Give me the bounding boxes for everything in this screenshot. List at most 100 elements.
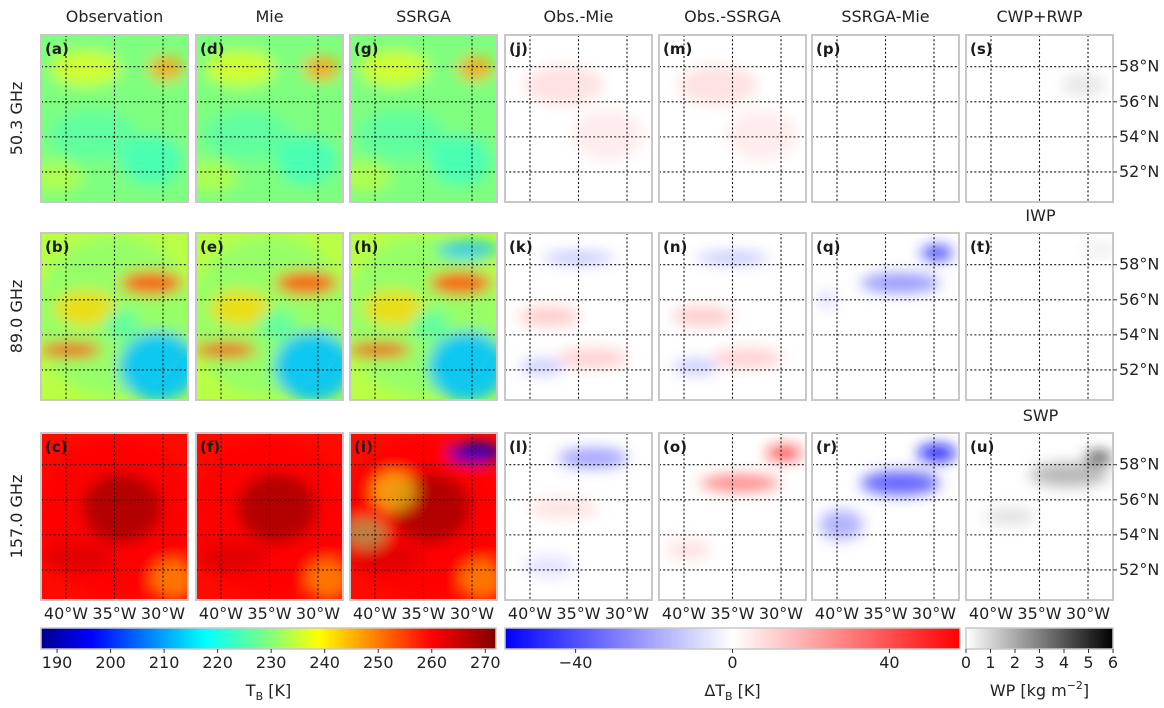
panel-label: (p): [816, 40, 840, 58]
panel-obs-ssrga-row1: (m): [658, 34, 807, 203]
lon-tick-label: 40°W: [199, 604, 243, 623]
lat-tick-label: 56°N: [1119, 92, 1159, 111]
panel-background: [966, 233, 1113, 400]
panel-frame: [965, 232, 1114, 401]
field-blob: [363, 290, 425, 327]
column-title: Obs.-SSRGA: [684, 7, 781, 26]
colorbar-tick-label: −40: [559, 653, 593, 672]
lat-tick-label: 58°N: [1119, 455, 1159, 474]
field-blob: [351, 543, 423, 574]
panel-label: (h): [354, 238, 378, 256]
lon-tick-label: 30°W: [450, 604, 494, 623]
field-blob: [41, 341, 102, 358]
panel-label: (e): [200, 238, 224, 256]
row-label: 50.3 GHz: [7, 82, 26, 156]
panel-wp-row2: (t): [965, 232, 1114, 401]
panel-label: (q): [816, 238, 840, 256]
panel-obs-ssrga-row2: (n): [658, 232, 807, 401]
panel-obs-mie-row2: (k): [504, 232, 653, 401]
panel-label: (o): [663, 438, 687, 456]
panel-label: (u): [970, 438, 994, 456]
panel-wp-row3: (u): [965, 432, 1114, 601]
colorbar-tick-label: 4: [1059, 653, 1069, 672]
panel-label: (m): [663, 40, 692, 58]
field-blob: [196, 161, 238, 192]
wp-row-title: SWP: [1023, 406, 1059, 425]
field-blob: [572, 110, 644, 161]
field-blob: [120, 271, 183, 296]
panel-frame: [965, 34, 1114, 203]
panel-obs-mie-row1: (j): [504, 34, 653, 203]
field-blob: [921, 246, 953, 261]
lat-tick-label: 52°N: [1119, 560, 1159, 579]
field-blob: [1029, 462, 1109, 487]
panel-frame: [349, 432, 498, 601]
panel-mie-row2: (e): [195, 232, 344, 401]
colorbar-label: WP [kg m−2]: [990, 679, 1089, 700]
panel-frame: [504, 232, 653, 401]
field-blob: [917, 445, 957, 462]
colorbar-label: TB [K]: [245, 681, 291, 703]
field-blob: [237, 473, 317, 544]
lon-tick-label: 30°W: [1066, 604, 1110, 623]
panel-label: (a): [45, 40, 69, 58]
colorbar-tick-label: 40: [879, 653, 899, 672]
panel-background: [812, 35, 959, 202]
colorbar-gradient: [505, 628, 960, 649]
panel-frame: [40, 34, 189, 203]
colorbar-tb: 190 200 210 220 230 240 250 260 270 TB [K]: [40, 627, 501, 703]
lon-tick-label: 35°W: [247, 604, 291, 623]
column-title: CWP+RWP: [997, 7, 1083, 26]
panel-frame: [965, 432, 1114, 601]
panel-label: (i): [354, 438, 373, 456]
field-blob: [357, 110, 446, 161]
colorbar-tick-label: 0: [961, 653, 971, 672]
panel-background: [966, 35, 1113, 202]
colorbar-tick-label: 2: [1010, 653, 1020, 672]
field-blob: [275, 135, 338, 186]
panel-label: (t): [970, 238, 991, 256]
colorbar-wp: 0 1 2 3 4 5 6 WP [kg m−2]: [961, 627, 1118, 700]
field-blob: [148, 56, 184, 81]
row-label: 89.0 GHz: [7, 280, 26, 354]
panel-frame: [195, 432, 344, 601]
panel-obs-row3: (c): [40, 432, 189, 601]
column-title: SSRGA: [396, 7, 451, 26]
panel-ssrga-mie-row2: (q): [811, 232, 960, 401]
panel-label: (l): [509, 438, 528, 456]
field-blob: [983, 508, 1037, 525]
lat-tick-label: 54°N: [1119, 325, 1159, 344]
field-blob: [120, 135, 183, 186]
lon-tick-label: 35°W: [556, 604, 600, 623]
panel-ssrga-row2: (h): [349, 232, 498, 401]
panel-frame: [811, 232, 960, 401]
field-blob: [711, 348, 783, 369]
field-blob: [203, 110, 292, 161]
lon-tick-label: 40°W: [353, 604, 397, 623]
field-blob: [436, 241, 497, 258]
lon-tick-label: 40°W: [969, 604, 1013, 623]
field-blob: [524, 65, 604, 106]
field-blob: [522, 556, 576, 577]
panel-frame: [811, 34, 960, 203]
field-blob: [448, 443, 497, 464]
field-blob: [1085, 452, 1112, 465]
panel-label: (s): [970, 40, 993, 58]
panel-frame: [195, 232, 344, 401]
field-blob: [1080, 241, 1113, 258]
colorbar-gradient: [966, 628, 1113, 649]
column-title: Observation: [66, 7, 163, 26]
panel-ssrga-row1: (g): [349, 34, 498, 203]
field-blob: [350, 518, 387, 549]
lon-tick-label: 30°W: [605, 604, 649, 623]
field-blob: [557, 348, 629, 369]
field-blob: [372, 471, 417, 512]
panel-mie-row3: (f): [195, 432, 344, 601]
field-blob: [48, 110, 137, 161]
panel-frame: [349, 34, 498, 203]
panels: (a) (d) (g) (j) (m) (p) (s) (b) (e) (h) (k) (n) (q) (…: [40, 34, 1114, 601]
field-blob: [766, 446, 802, 461]
lon-tick-label: 30°W: [141, 604, 185, 623]
